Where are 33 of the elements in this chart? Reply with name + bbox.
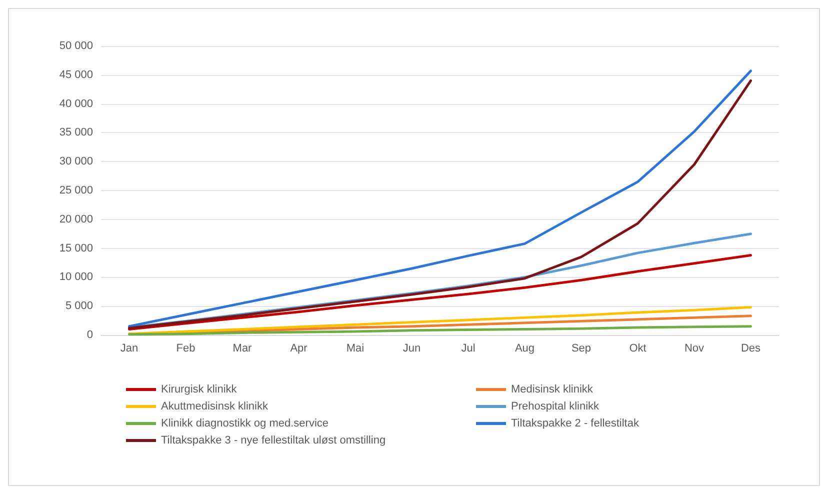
line-series (128, 254, 752, 330)
y-tick-label: 20 000 (59, 213, 93, 226)
x-tick-label: Aug (514, 342, 535, 354)
x-tick-label: Jul (461, 342, 476, 354)
x-tick-label: Sep (571, 342, 592, 354)
y-tick-label: 0 (86, 329, 93, 341)
x-tick-label: Mar (232, 342, 252, 354)
x-tick-label: Okt (629, 342, 646, 354)
x-tick-label: Feb (176, 342, 196, 354)
x-tick-label: Mai (346, 342, 364, 354)
legend-label: Medisinsk klinikk (511, 384, 594, 396)
y-tick-label: 45 000 (59, 68, 93, 81)
legend-label: Tiltakspakke 2 - fellestiltak (511, 418, 640, 430)
y-tick-label: 5 000 (65, 300, 93, 312)
line-series (128, 325, 752, 336)
y-tick-label: 15 000 (59, 242, 93, 254)
x-tick-label: Nov (684, 342, 705, 354)
y-tick-label: 40 000 (59, 98, 93, 110)
x-tick-label: Jan (120, 342, 138, 354)
y-tick-label: 50 000 (59, 40, 93, 52)
line-series (128, 306, 752, 336)
y-tick-label: 30 000 (59, 156, 93, 168)
y-tick-label: 35 000 (59, 126, 93, 139)
x-tick-label: Apr (290, 342, 308, 354)
legend-label: Tiltakspakke 3 - nye fellestiltak uløst omstilling (161, 434, 386, 446)
y-tick-label: 25 000 (59, 184, 93, 196)
legend-label: Akuttmedisinsk klinikk (161, 400, 268, 412)
legend-label: Kirurgisk klinikk (161, 384, 238, 396)
x-tick-label: Jun (402, 342, 421, 354)
legend-label: Prehospital klinikk (511, 400, 600, 412)
legend-label: Klinikk diagnostikk og med.service (161, 418, 329, 430)
x-tick-label: Des (740, 342, 762, 354)
y-tick-label: 10 000 (59, 271, 93, 284)
